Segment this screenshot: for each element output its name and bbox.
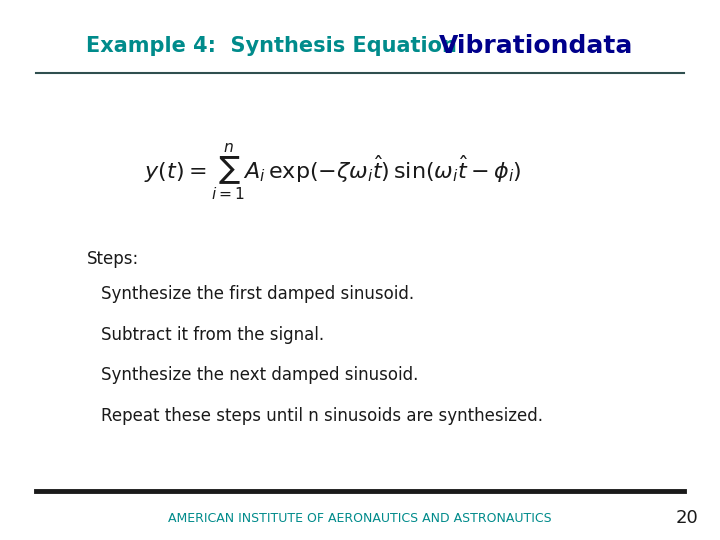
Text: Subtract it from the signal.: Subtract it from the signal. — [101, 326, 324, 344]
Text: Synthesize the first damped sinusoid.: Synthesize the first damped sinusoid. — [101, 285, 414, 303]
Text: Vibrationdata: Vibrationdata — [439, 34, 634, 58]
Text: $y(t) = \sum_{i=1}^{n} A_i \, \exp(-\zeta\omega_i\hat{t}) \, \sin(\omega_i\hat{t: $y(t) = \sum_{i=1}^{n} A_i \, \exp(-\zet… — [144, 142, 522, 204]
Text: Steps:: Steps: — [86, 250, 139, 268]
Text: 20: 20 — [675, 509, 698, 528]
Text: Example 4:  Synthesis Equation: Example 4: Synthesis Equation — [86, 36, 457, 56]
Text: AMERICAN INSTITUTE OF AERONAUTICS AND ASTRONAUTICS: AMERICAN INSTITUTE OF AERONAUTICS AND AS… — [168, 512, 552, 525]
Text: Synthesize the next damped sinusoid.: Synthesize the next damped sinusoid. — [101, 366, 418, 384]
Text: Repeat these steps until n sinusoids are synthesized.: Repeat these steps until n sinusoids are… — [101, 407, 543, 425]
